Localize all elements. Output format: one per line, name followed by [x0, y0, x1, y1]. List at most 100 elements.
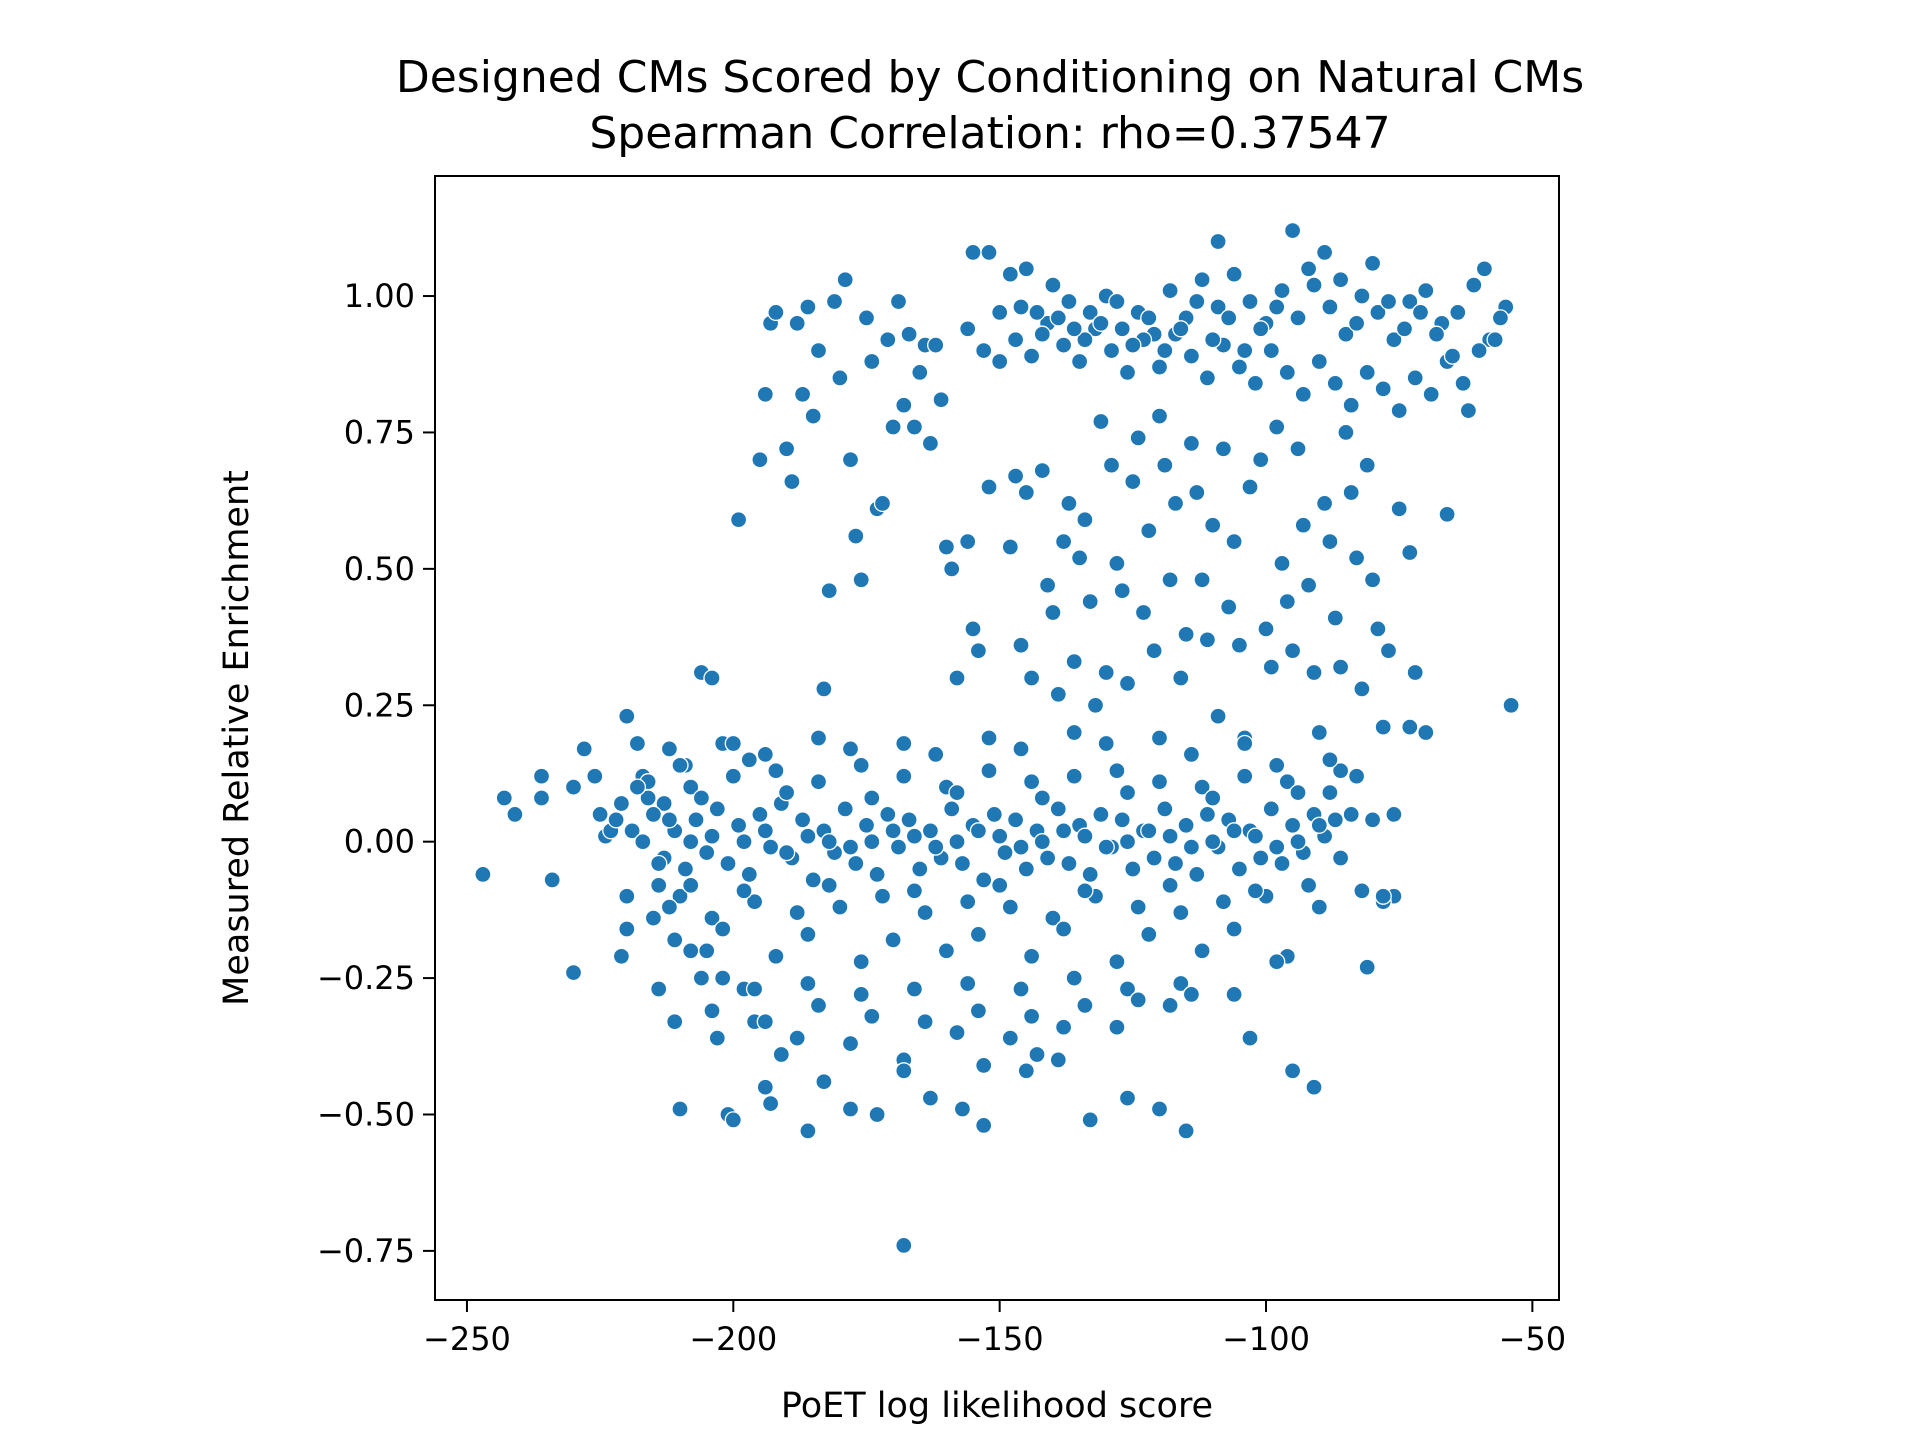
data-point [1262, 341, 1280, 360]
data-point [1214, 893, 1233, 911]
data-point [1331, 762, 1350, 780]
data-point [1353, 287, 1371, 305]
data-point [1156, 341, 1174, 360]
data-point [1268, 838, 1286, 856]
y-tick-label: 0.00 [344, 823, 415, 861]
data-point [1140, 522, 1158, 540]
data-point [959, 893, 977, 911]
data-point [948, 833, 966, 851]
data-point [1097, 838, 1115, 856]
data-point [948, 783, 966, 802]
data-point [660, 898, 679, 916]
data-point [650, 980, 668, 998]
data-point [1172, 974, 1190, 993]
data-point [1006, 811, 1025, 829]
data-point [804, 871, 822, 889]
data-point [1033, 325, 1051, 343]
data-point [943, 800, 961, 818]
data-point [937, 942, 956, 960]
data-point [1065, 969, 1083, 987]
data-point [1097, 663, 1115, 682]
data-point [991, 352, 1009, 371]
data-point [1124, 336, 1142, 354]
data-point [991, 827, 1009, 845]
data-point [863, 352, 881, 371]
data-point [1054, 532, 1073, 551]
data-point [783, 472, 801, 491]
data-point [682, 876, 700, 894]
data-point [682, 778, 700, 796]
data-point [1454, 374, 1472, 392]
data-point [1321, 783, 1339, 802]
data-point [1470, 341, 1488, 360]
data-point [1204, 331, 1222, 349]
data-point [1022, 1007, 1041, 1025]
data-point [1225, 265, 1243, 283]
data-point [852, 756, 870, 774]
data-point [788, 903, 806, 922]
data-point [1321, 298, 1339, 316]
y-tick-label: −0.50 [317, 1095, 415, 1133]
data-point [1278, 773, 1296, 791]
data-point [703, 909, 721, 927]
data-point [980, 243, 998, 262]
data-point [836, 271, 854, 289]
data-point [1108, 762, 1126, 780]
data-point [852, 985, 870, 1004]
data-point [474, 865, 492, 884]
data-point [1273, 281, 1291, 300]
data-point [980, 729, 998, 747]
data-point [895, 767, 913, 785]
data-point [1118, 1089, 1137, 1107]
data-point [1326, 609, 1344, 627]
data-point [1145, 642, 1163, 660]
data-point [1172, 320, 1190, 338]
data-point [1268, 756, 1286, 774]
y-tick-label: 0.25 [344, 686, 415, 724]
data-point [1140, 309, 1158, 327]
data-point [1268, 953, 1286, 971]
data-point [1017, 260, 1035, 278]
data-point [889, 292, 908, 311]
data-point [788, 314, 806, 332]
data-point [980, 762, 998, 780]
data-point [1379, 292, 1398, 311]
data-point [1097, 734, 1115, 753]
data-point [975, 871, 993, 889]
data-point [532, 767, 551, 785]
data-point [1065, 723, 1083, 742]
data-point [1220, 309, 1238, 327]
data-point [1177, 816, 1195, 834]
data-point [868, 865, 886, 884]
data-point [841, 1100, 860, 1118]
data-point [703, 1002, 721, 1020]
data-point [698, 843, 716, 862]
data-point [756, 822, 774, 840]
data-point [1076, 996, 1094, 1015]
data-point [959, 532, 977, 551]
data-point [1246, 827, 1265, 845]
data-point [1374, 718, 1392, 736]
data-point [1417, 723, 1435, 742]
data-point [975, 341, 993, 360]
plot-frame [434, 175, 1560, 1301]
data-point [1385, 331, 1403, 349]
data-point [1374, 887, 1392, 905]
data-point [1220, 598, 1238, 616]
data-point [809, 996, 828, 1015]
data-point [1113, 811, 1131, 829]
data-point [1246, 374, 1265, 392]
data-point [857, 816, 876, 834]
data-point [1081, 303, 1099, 322]
data-point [1294, 385, 1312, 403]
data-point [927, 745, 945, 764]
data-point [927, 838, 945, 856]
data-point [1321, 751, 1339, 769]
data-point [1385, 805, 1403, 824]
data-point [985, 805, 1003, 824]
data-point [932, 391, 950, 409]
data-point [804, 407, 822, 425]
data-point [1092, 805, 1110, 824]
data-point [1299, 876, 1318, 894]
data-point [714, 969, 732, 987]
